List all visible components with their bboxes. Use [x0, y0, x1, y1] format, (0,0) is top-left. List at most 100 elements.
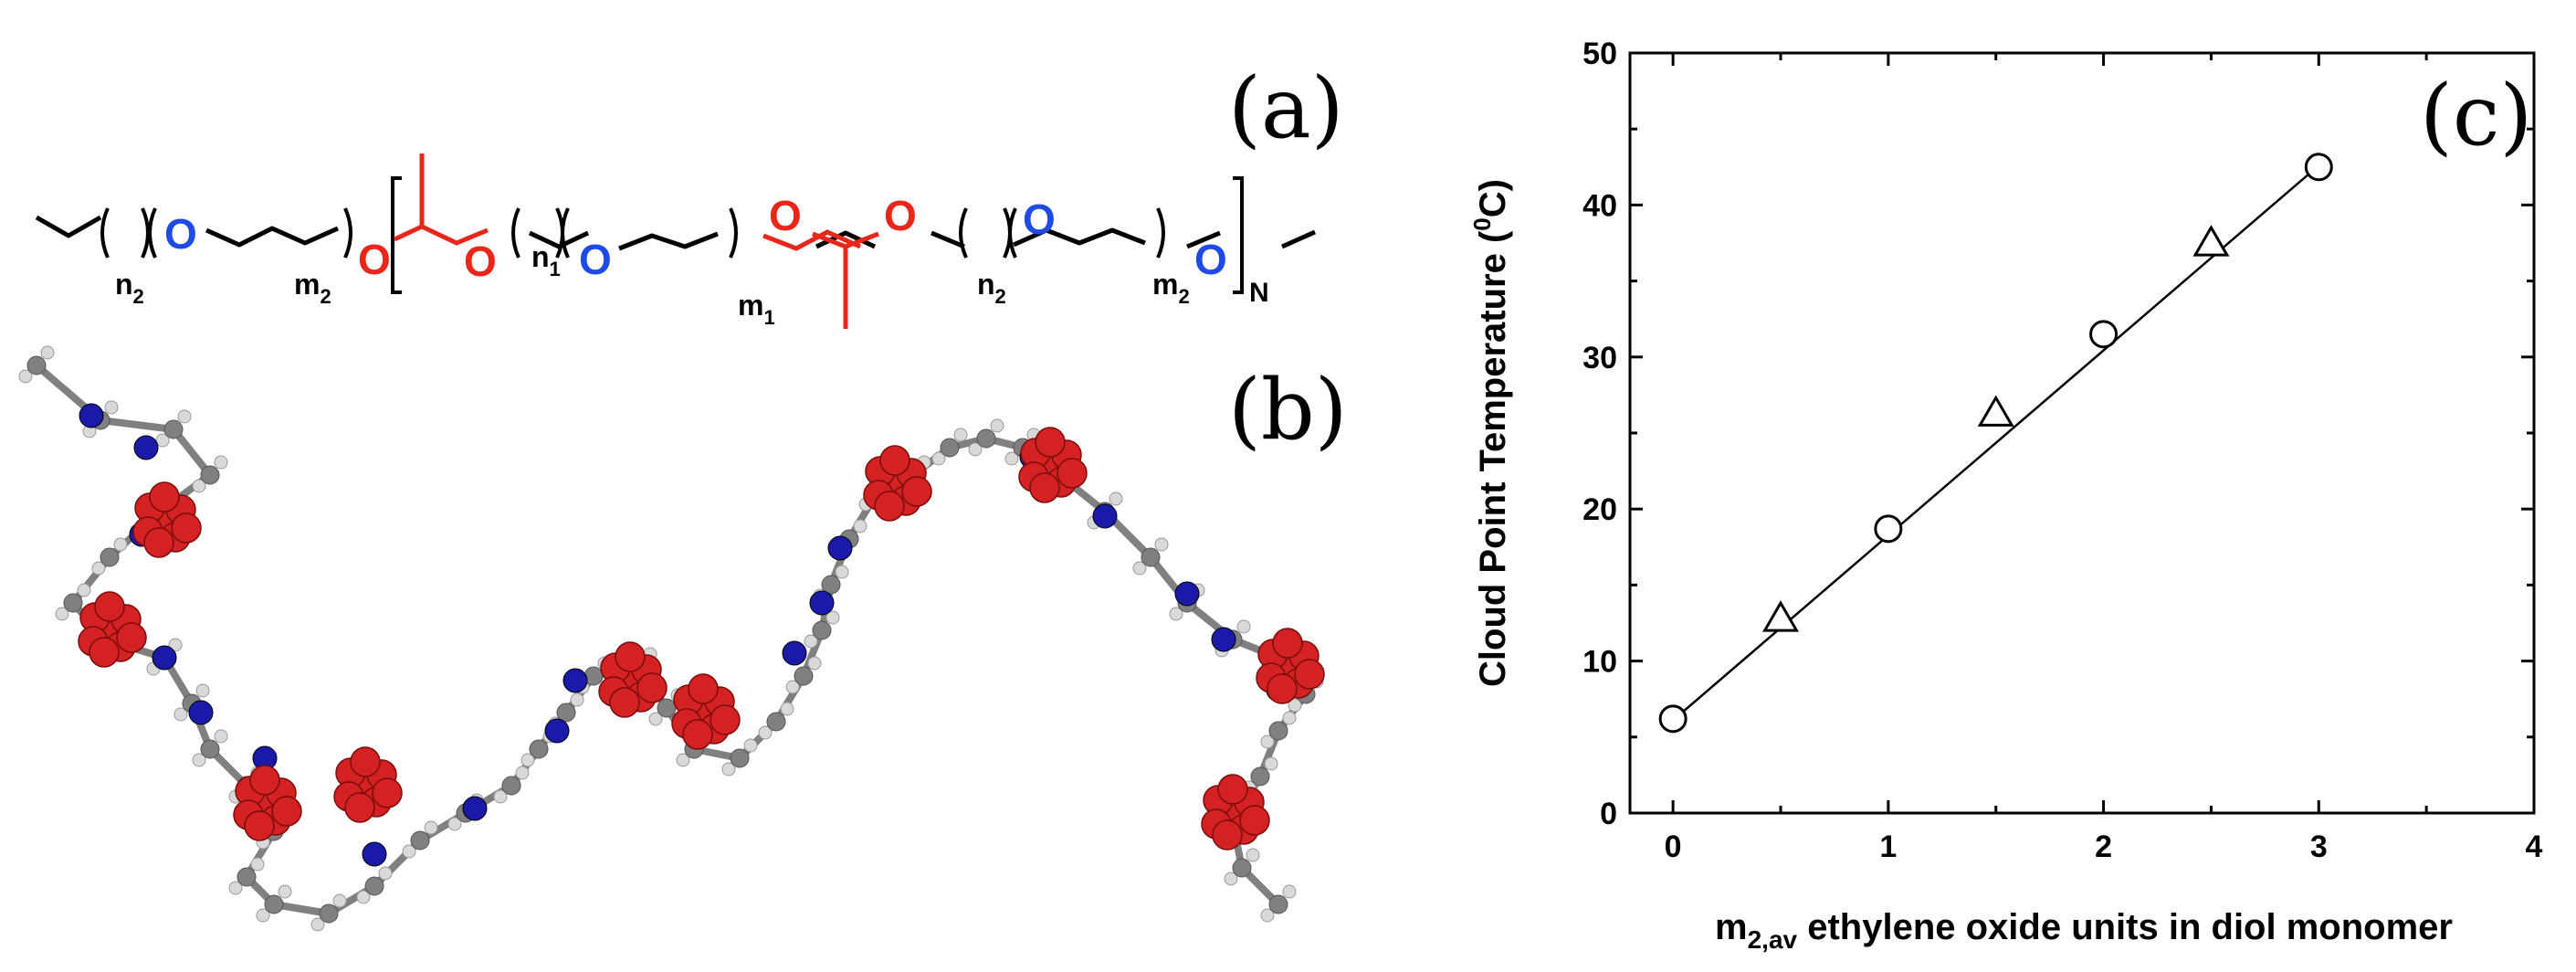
subscript-n2-a: n2 — [115, 268, 144, 308]
oxygen-atom-eo — [79, 403, 104, 428]
bond — [170, 426, 214, 479]
repeat-count-N: N — [1249, 278, 1269, 308]
acetal-atom — [682, 719, 713, 750]
x-tick-label: 3 — [2310, 829, 2328, 864]
acetal-atom — [249, 765, 280, 796]
x-tick-label: 2 — [2095, 829, 2112, 864]
hydrogen-atom — [1004, 451, 1019, 466]
x-tick-label: 4 — [2526, 829, 2543, 864]
oxygen-atom-eo — [152, 645, 177, 671]
subscript-m2-b: m2 — [1152, 268, 1190, 308]
acetal-atom — [636, 672, 668, 703]
carbon-atom — [1268, 894, 1288, 914]
hydrogen-atom — [177, 409, 192, 424]
oxygen-atom-eo — [362, 841, 387, 867]
subscript-n2-b: n2 — [977, 268, 1006, 308]
hydrogen-atom — [807, 656, 822, 671]
hydrogen-atom — [493, 789, 508, 804]
hydrogen-atom — [1169, 607, 1183, 621]
hydrogen-atom — [168, 638, 183, 652]
structure-atoms: O O O O O O O O — [164, 192, 1227, 285]
hydrogen-atom — [953, 428, 968, 442]
oxygen-atom-eo — [1174, 581, 1200, 607]
hydrogen-atom — [378, 866, 393, 881]
hydrogen-atom — [1246, 848, 1260, 862]
carbon-atom — [1268, 721, 1288, 741]
hydrogen-atom — [55, 607, 69, 621]
acetal-atom — [350, 746, 381, 777]
carbon-atom — [766, 712, 786, 732]
hydrogen-atom — [278, 884, 292, 899]
carbon-atom — [1250, 766, 1270, 787]
acetal-atom — [1239, 805, 1270, 836]
hydrogen-atom — [214, 455, 228, 470]
acetal-atom — [94, 591, 125, 622]
oxygen-atom-eo — [809, 590, 835, 616]
structure-brackets — [100, 176, 1244, 294]
hydrogen-atom — [447, 817, 462, 831]
hydrogen-atom — [825, 610, 840, 625]
data-point-circle — [1874, 514, 1903, 544]
carbon-atom — [237, 867, 257, 887]
hydrogen-atom — [835, 565, 849, 579]
acetal-atom — [1294, 659, 1325, 690]
carbon-backbone-bonds — [35, 215, 1317, 251]
hydrogen-atom — [173, 707, 188, 722]
acetal-atom — [688, 673, 719, 704]
acetal-atom — [609, 687, 640, 718]
hydrogen-atom — [648, 712, 663, 726]
y-tick-label: 50 — [1582, 37, 1617, 71]
carbon-atom — [1232, 858, 1252, 878]
carbon-atom — [100, 547, 120, 567]
data-point-circle — [1658, 704, 1688, 734]
hydrogen-atom — [18, 369, 33, 384]
hydrogen-atom — [250, 857, 265, 872]
acetal-atom — [710, 704, 741, 735]
data-point-triangle — [2192, 225, 2230, 257]
hydrogen-atom — [785, 680, 800, 694]
carbon-atom — [529, 739, 549, 759]
hydrogen-atom — [1236, 619, 1251, 634]
y-tick-label: 10 — [1582, 645, 1617, 680]
carbon-atom — [319, 903, 339, 924]
hydrogen-atom — [758, 725, 773, 740]
hydrogen-atom — [356, 890, 371, 904]
panel-c-label: (c) — [2420, 67, 2532, 164]
plot-marks — [1658, 153, 2333, 734]
carbon-atom — [657, 698, 677, 718]
hydrogen-atom — [1288, 698, 1302, 713]
y-tick-label: 30 — [1582, 341, 1617, 375]
acetal-atom — [372, 777, 403, 808]
acetal-atom — [116, 622, 147, 653]
hydrogen-atom — [780, 702, 794, 716]
acetal-atom — [879, 445, 910, 476]
carbon-atom — [812, 620, 832, 640]
hydrogen-atom — [721, 762, 736, 777]
hydrogen-atom — [520, 753, 535, 767]
hydrogen-atom — [256, 908, 270, 923]
subscript-m1: m1 — [738, 289, 775, 329]
carbon-atom — [200, 739, 220, 759]
bond — [97, 417, 177, 433]
carbon-atom — [264, 894, 284, 914]
oxygen-atom-eo — [1092, 503, 1118, 529]
hydrogen-atom — [1260, 908, 1275, 923]
data-point-circle — [2304, 153, 2333, 182]
acetal-bonds — [393, 153, 879, 329]
acetal-atom — [1035, 427, 1066, 458]
oxygen-acetal-3: O — [769, 192, 802, 239]
carbon-atom — [794, 666, 814, 686]
hydrogen-atom — [1260, 734, 1275, 749]
hydrogen-atom — [195, 683, 210, 698]
oxygen-eo-1: O — [164, 210, 197, 258]
acetal-atom — [615, 641, 646, 672]
oxygen-atom-eo — [462, 796, 488, 821]
hydrogen-atom — [228, 881, 243, 895]
oxygen-acetal-1: O — [358, 236, 391, 283]
acetal-atom — [1217, 774, 1248, 805]
oxygen-eo-4: O — [1194, 236, 1227, 283]
oxygen-eo-2: O — [579, 236, 612, 283]
hydrogen-atom — [214, 729, 228, 744]
acetal-atom — [271, 796, 302, 827]
hydrogen-atom — [743, 738, 758, 753]
